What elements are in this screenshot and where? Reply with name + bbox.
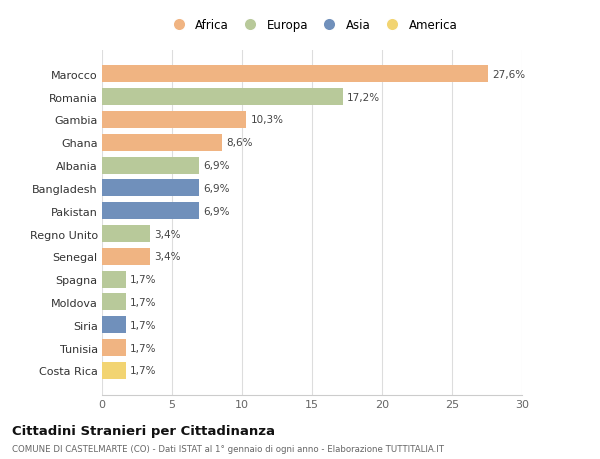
Text: 1,7%: 1,7% (130, 274, 157, 285)
Text: 17,2%: 17,2% (347, 92, 380, 102)
Bar (102, 134, 223, 151)
Text: 1,7%: 1,7% (130, 365, 157, 375)
Bar (102, 339, 126, 356)
Bar (102, 317, 126, 334)
Text: 27,6%: 27,6% (493, 70, 526, 80)
Text: 1,7%: 1,7% (130, 343, 157, 353)
Text: 1,7%: 1,7% (130, 297, 157, 307)
Bar (102, 362, 126, 379)
Text: 3,4%: 3,4% (154, 252, 181, 262)
Bar (102, 248, 149, 265)
Text: 10,3%: 10,3% (250, 115, 283, 125)
Bar (102, 271, 126, 288)
Bar (102, 225, 149, 242)
Bar (102, 203, 199, 220)
Text: 6,9%: 6,9% (203, 161, 229, 171)
Bar (102, 89, 343, 106)
Bar (102, 157, 199, 174)
Text: 3,4%: 3,4% (154, 229, 181, 239)
Text: Cittadini Stranieri per Cittadinanza: Cittadini Stranieri per Cittadinanza (12, 425, 275, 437)
Bar (102, 294, 126, 311)
Bar (102, 180, 199, 197)
Text: 8,6%: 8,6% (227, 138, 253, 148)
Text: 6,9%: 6,9% (203, 184, 229, 193)
Bar (102, 112, 246, 129)
Legend: Africa, Europa, Asia, America: Africa, Europa, Asia, America (163, 15, 461, 35)
Text: 6,9%: 6,9% (203, 206, 229, 216)
Text: 1,7%: 1,7% (130, 320, 157, 330)
Bar (102, 66, 488, 83)
Text: COMUNE DI CASTELMARTE (CO) - Dati ISTAT al 1° gennaio di ogni anno - Elaborazion: COMUNE DI CASTELMARTE (CO) - Dati ISTAT … (12, 444, 444, 453)
